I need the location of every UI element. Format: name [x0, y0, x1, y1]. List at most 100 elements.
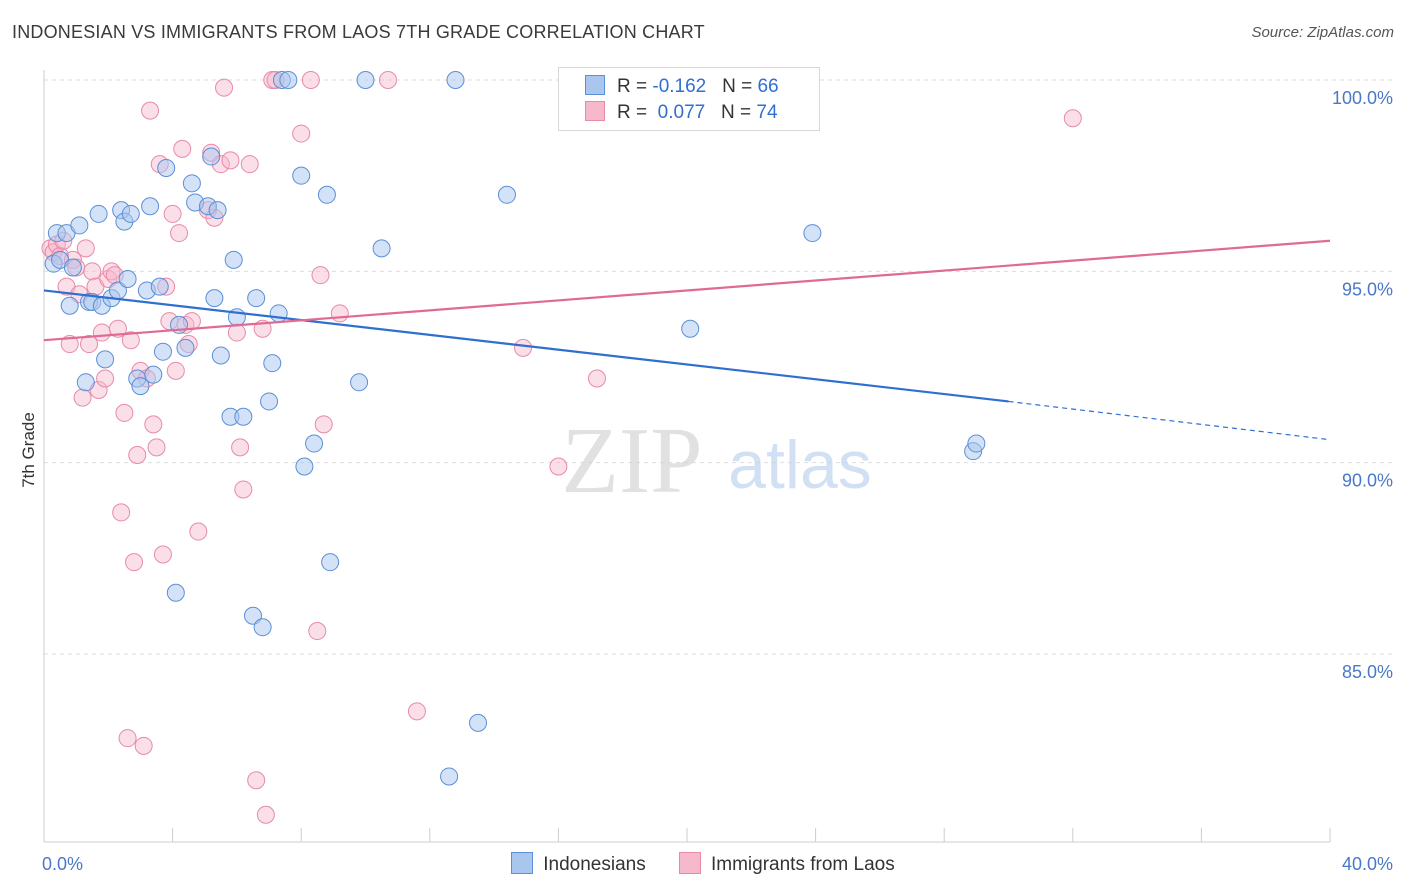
- indonesian-trend-line: [43, 289, 1009, 403]
- indonesian-point: [224, 250, 243, 269]
- indonesian-point: [157, 159, 176, 178]
- laos-point: [115, 403, 134, 422]
- indonesian-point: [202, 147, 221, 166]
- y-tick-label: 95.0%: [1342, 279, 1393, 299]
- indonesian-point: [150, 277, 169, 296]
- laos-point: [330, 304, 349, 323]
- x-tick-label: 40.0%: [1342, 854, 1393, 874]
- indonesian-point: [208, 201, 227, 220]
- y-axis-label: 7th Grade: [19, 412, 38, 488]
- indonesian-point: [121, 204, 140, 223]
- laos-trend-line: [43, 239, 1331, 342]
- laos-point: [301, 71, 320, 89]
- laos-point: [118, 729, 137, 748]
- indonesian-point: [96, 350, 115, 369]
- laos-point: [308, 622, 327, 641]
- indonesian-point: [211, 346, 230, 365]
- laos-point: [170, 224, 189, 243]
- laos-point: [141, 101, 160, 120]
- laos-point: [379, 71, 398, 89]
- indonesian-point: [497, 185, 516, 204]
- laos-point: [144, 415, 163, 434]
- indonesian-point: [446, 71, 465, 89]
- indonesian-point: [803, 224, 822, 243]
- laos-point: [221, 151, 240, 170]
- laos-point: [153, 545, 172, 564]
- indonesian-point: [295, 457, 314, 476]
- legend-label-indonesians: Indonesians: [543, 854, 646, 875]
- indonesian-point: [469, 713, 488, 732]
- chart-title: INDONESIAN VS IMMIGRANTS FROM LAOS 7TH G…: [12, 22, 705, 42]
- blue-swatch: [585, 75, 605, 95]
- indonesian-point: [144, 365, 163, 384]
- indonesian-point: [89, 204, 108, 223]
- r-label: R =: [617, 102, 653, 123]
- laos-point: [549, 457, 568, 476]
- indonesian-point: [131, 377, 150, 396]
- indonesian-point: [356, 71, 375, 89]
- indonesian-point: [182, 174, 201, 193]
- laos-point: [166, 361, 185, 380]
- y-tick-labels: 85.0% 90.0% 95.0% 100.0%: [1332, 88, 1393, 682]
- legend-item-laos[interactable]: Immigrants from Laos: [679, 852, 895, 876]
- source-label: Source: ZipAtlas.com: [1251, 24, 1394, 41]
- laos-point: [73, 388, 92, 407]
- laos-point: [231, 438, 250, 457]
- n-value: 74: [756, 102, 778, 123]
- laos-point: [80, 335, 99, 354]
- watermark-zip: ZIP: [562, 409, 703, 513]
- laos-point: [96, 369, 115, 388]
- pink-swatch: [679, 852, 701, 874]
- x-tick-label: 0.0%: [42, 854, 83, 874]
- indonesian-point: [153, 342, 172, 361]
- indonesian-point: [141, 197, 160, 216]
- indonesian-point: [260, 392, 279, 411]
- laos-point: [292, 124, 311, 143]
- stats-legend: R = -0.162 N = 66 R = 0.077 N = 74: [558, 67, 820, 131]
- axes: [43, 70, 1331, 843]
- indonesian-trend-extension: [1008, 400, 1331, 441]
- r-value: 0.077: [657, 102, 706, 123]
- indonesian-point: [166, 583, 185, 602]
- indonesian-point: [372, 239, 391, 258]
- indonesian-point: [350, 373, 369, 392]
- indonesian-point: [440, 767, 459, 786]
- laos-point: [215, 78, 234, 97]
- indonesian-point: [269, 304, 288, 323]
- laos-point: [76, 239, 95, 258]
- indonesian-point: [60, 296, 79, 315]
- indonesian-point: [176, 338, 195, 357]
- laos-point: [121, 331, 140, 350]
- y-tick-label: 85.0%: [1342, 662, 1393, 682]
- y-tick-label: 90.0%: [1342, 471, 1393, 491]
- r-label: R =: [617, 76, 653, 97]
- gridlines: [44, 79, 1392, 655]
- laos-point: [147, 438, 166, 457]
- indonesian-point: [681, 319, 700, 338]
- laos-point: [189, 522, 208, 541]
- indonesian-point: [70, 216, 89, 235]
- laos-point: [514, 338, 533, 357]
- legend-label-laos: Immigrants from Laos: [711, 854, 895, 875]
- indonesian-point: [253, 618, 272, 637]
- laos-point: [240, 155, 259, 174]
- laos-point: [311, 266, 330, 285]
- x-tick-labels: 0.0% 40.0%: [42, 854, 1393, 874]
- laos-point: [587, 369, 606, 388]
- laos-point: [128, 446, 147, 465]
- indonesian-point: [279, 71, 298, 89]
- watermark-atlas: atlas: [728, 427, 872, 503]
- indonesian-point: [263, 354, 282, 373]
- legend-item-indonesians[interactable]: Indonesians: [511, 852, 646, 876]
- legend-row-laos: R = 0.077 N = 74: [585, 101, 778, 125]
- laos-point: [407, 702, 426, 721]
- indonesian-point: [247, 289, 266, 308]
- laos-point: [112, 503, 131, 522]
- n-value: 66: [757, 76, 779, 97]
- laos-point: [163, 204, 182, 223]
- blue-swatch: [511, 852, 534, 874]
- n-label: N =: [721, 102, 757, 123]
- indonesian-point: [305, 434, 324, 453]
- indonesian-point: [118, 269, 137, 288]
